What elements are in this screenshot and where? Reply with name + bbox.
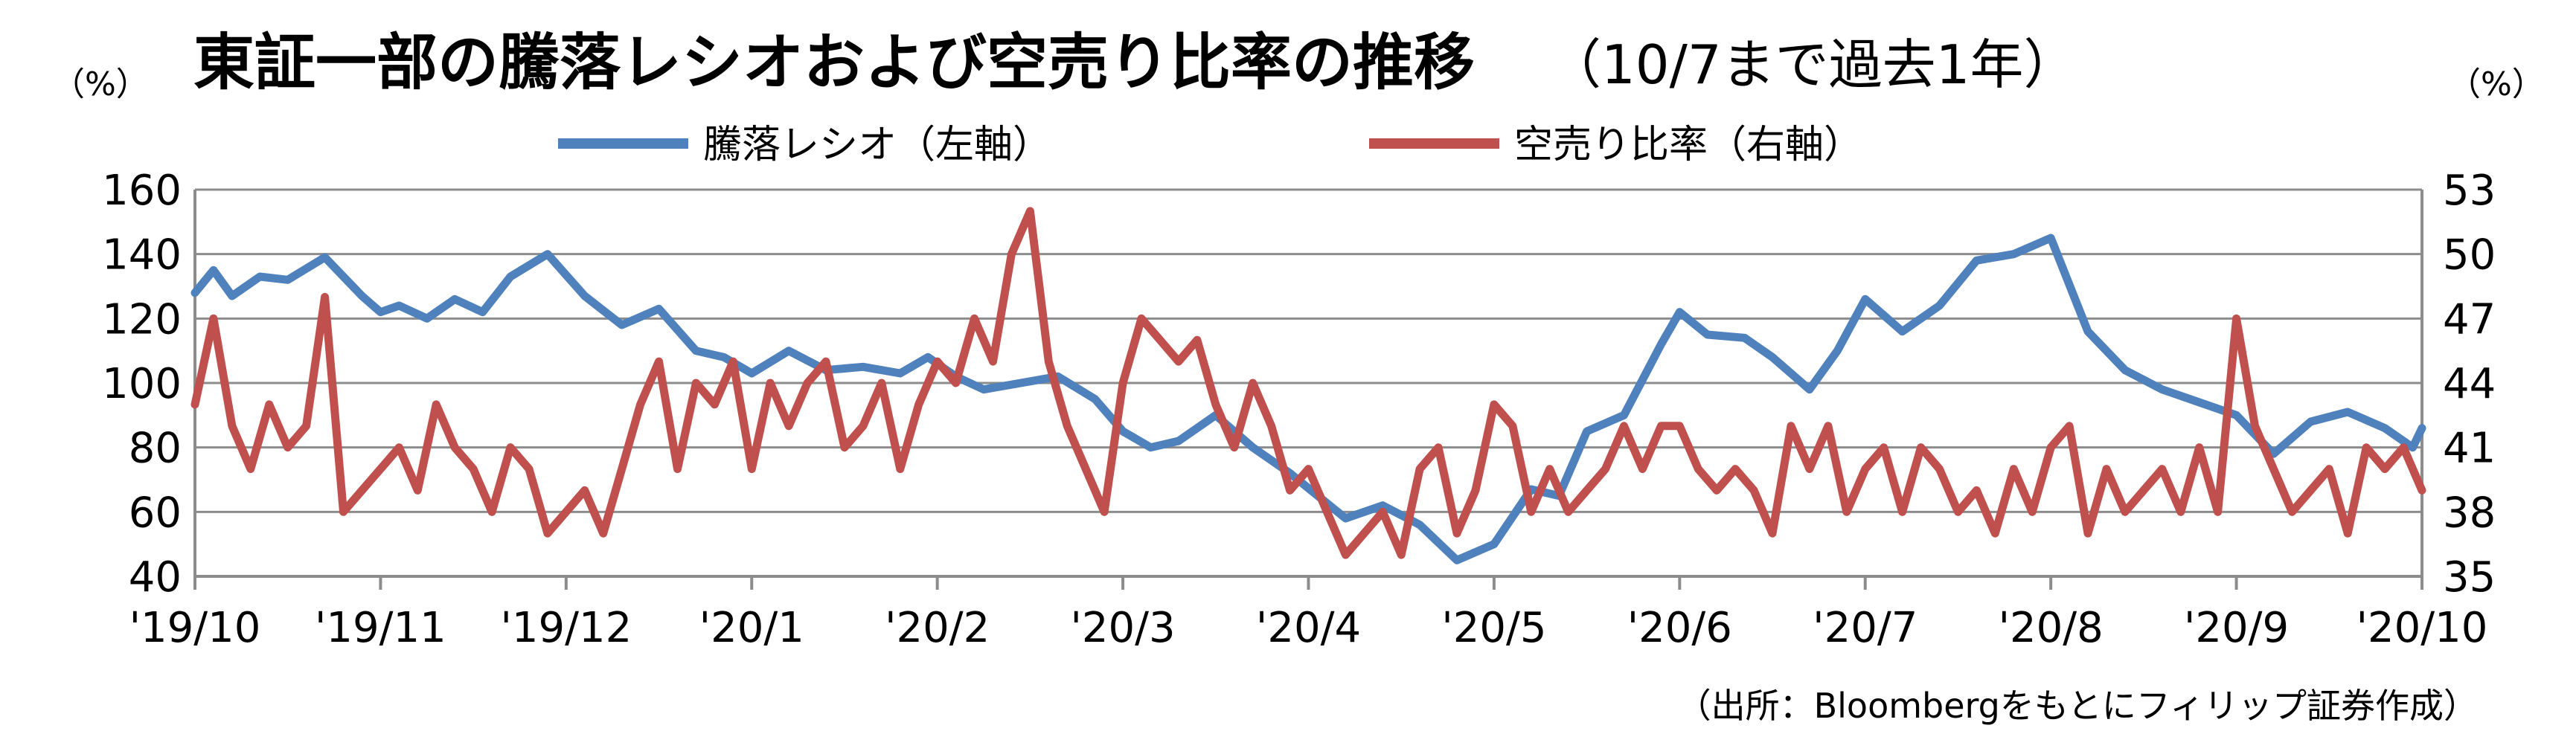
x-tick-label: '20/4 [1256,604,1361,652]
y-right-tick-label: 50 [2443,231,2496,280]
tick-labels: 40 35 60 38 80 41 100 44 120 47 140 50 160 53 '19/10 '1… [102,167,2496,652]
y-right-tick-label: 35 [2443,553,2496,602]
left-axis-unit: （%） [52,65,149,103]
x-tick-label: '20/1 [699,604,804,652]
y-right-tick-label: 47 [2443,295,2496,344]
x-tick-label: '19/10 [129,604,261,652]
right-axis-unit: （%） [2448,65,2545,103]
legend: 騰落レシオ（左軸） 空売り比率（右軸） [558,123,1862,167]
y-right-tick-label: 41 [2443,425,2496,473]
y-left-tick-label: 60 [129,489,182,537]
x-tick-label: '20/3 [1071,604,1176,652]
x-tick-label: '19/12 [500,604,632,652]
series [190,207,2426,564]
series-line-1 [190,234,2426,564]
y-left-tick-label: 100 [102,360,182,408]
y-left-tick-label: 140 [102,231,182,280]
x-tick-label: '20/10 [2356,604,2488,652]
series-line-2 [190,207,2426,559]
y-right-tick-label: 44 [2443,360,2496,408]
x-tick-label: '20/6 [1627,604,1732,652]
y-left-tick-label: 40 [129,553,182,602]
x-tick-label: '20/9 [2184,604,2289,652]
x-tick-label: '20/8 [1999,604,2104,652]
y-right-tick-label: 53 [2443,167,2496,215]
y-right-tick-label: 38 [2443,489,2496,537]
x-tick-label: '20/5 [1441,604,1546,652]
legend-label-series-2: 空売り比率（右軸） [1514,123,1862,167]
legend-label-series-1: 騰落レシオ（左軸） [703,123,1051,167]
y-left-tick-label: 160 [102,167,182,215]
y-left-tick-label: 120 [102,295,182,344]
source-note: （出所：Bloombergをもとにフィリップ証券作成） [1677,686,2478,726]
x-tick-label: '20/2 [885,604,990,652]
x-tick-label: '19/11 [315,604,446,652]
y-left-tick-label: 80 [129,425,182,473]
x-tick-label: '20/7 [1813,604,1917,652]
chart-title: 東証一部の騰落レシオおよび空売り比率の推移 [193,28,1475,98]
axes [193,190,2423,590]
chart-subtitle: （10/7まで過去1年） [1548,33,2077,96]
